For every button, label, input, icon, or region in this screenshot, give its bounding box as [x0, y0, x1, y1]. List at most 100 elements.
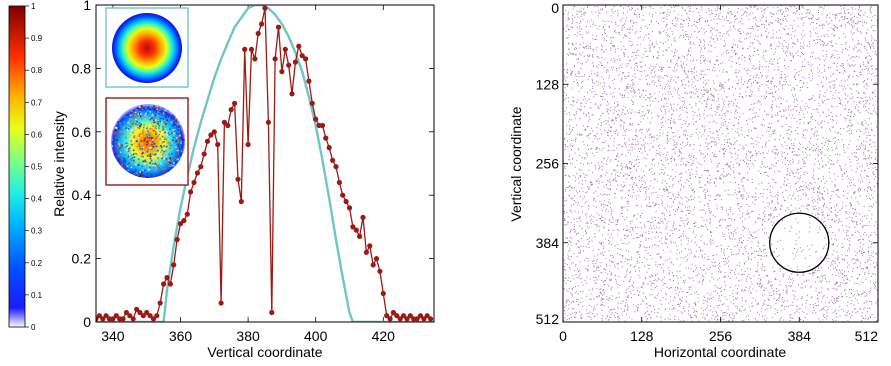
measured-point	[171, 262, 177, 268]
measured-point	[204, 138, 211, 144]
right-xtick-label: 256	[709, 328, 733, 344]
left-xlabel: Vertical coordinate	[207, 344, 322, 360]
measured-point	[377, 268, 383, 274]
measured-point	[164, 275, 170, 281]
right-ylabel: Vertical coordinate	[508, 106, 524, 221]
measured-point	[401, 313, 407, 319]
right-xtick-label: 384	[788, 328, 812, 344]
inset-theory	[105, 7, 189, 88]
measured-point	[417, 313, 424, 319]
measured-point	[248, 46, 255, 53]
measured-point	[397, 316, 403, 322]
measured-point	[221, 119, 227, 125]
left-ytick-label: 0.6	[72, 124, 92, 140]
right-ytick-label: 0	[551, 0, 559, 16]
measured-point	[421, 316, 427, 322]
measured-point	[245, 141, 251, 148]
measured-point	[184, 211, 190, 217]
colorbar-tick-label: 0.8	[31, 66, 43, 75]
measured-point	[330, 157, 336, 163]
measured-point	[235, 176, 241, 182]
right-xlabel: Horizontal coordinate	[654, 344, 787, 360]
measured-point	[100, 316, 106, 322]
measured-point	[144, 309, 150, 316]
measured-point	[215, 141, 221, 148]
measured-point	[150, 316, 157, 322]
left-ytick-label: 0.8	[72, 60, 92, 76]
measured-point	[363, 249, 369, 255]
left-xtick-label: 360	[169, 328, 193, 344]
measured-point	[134, 306, 140, 312]
measured-point	[208, 132, 214, 138]
measured-point	[198, 164, 204, 170]
measured-point	[414, 316, 420, 322]
measured-point	[343, 198, 349, 205]
inset-measured-noise	[111, 104, 185, 178]
measured-point	[242, 46, 248, 53]
colorbar-tick-label: 0	[31, 323, 36, 332]
measured-point	[323, 135, 329, 141]
left-ytick-label: 0.2	[72, 251, 92, 267]
measured-point	[211, 129, 217, 135]
measured-point	[167, 281, 173, 287]
measured-point	[110, 316, 116, 322]
measured-point	[289, 91, 295, 97]
measured-point	[137, 309, 143, 316]
right-xtick-label: 0	[559, 328, 567, 344]
left-ytick-label: 1	[83, 0, 91, 13]
measured-point	[96, 313, 102, 319]
right-ytick-label: 384	[536, 235, 560, 251]
measured-point	[252, 56, 258, 62]
measured-point	[188, 189, 194, 195]
measured-point	[370, 262, 376, 268]
measured-point	[191, 179, 197, 186]
measured-point	[127, 313, 133, 319]
measured-point	[103, 313, 109, 319]
measured-point	[272, 56, 278, 62]
measured-point	[346, 205, 353, 211]
measured-point	[130, 316, 136, 322]
measured-point	[255, 30, 261, 37]
measured-point	[157, 300, 163, 306]
measured-point	[181, 218, 187, 224]
line-plot: 0 0.2 0.4 0.6 0.8 1 340 360 380 400 420 Vertical …	[51, 0, 435, 360]
left-ytick-label: 0	[83, 314, 91, 330]
measured-point	[147, 313, 153, 319]
measured-point	[194, 170, 200, 176]
measured-point	[390, 309, 396, 316]
left-ytick-label: 0.4	[72, 187, 92, 203]
measured-point	[336, 179, 342, 186]
colorbar-tick-label: 0.3	[31, 227, 43, 236]
colorbar-tick-label: 1	[31, 2, 36, 11]
measured-point	[201, 151, 207, 157]
measured-point	[161, 281, 167, 287]
measured-point	[367, 243, 373, 249]
colorbar-tick-label: 0.6	[31, 130, 43, 139]
measured-point	[262, 5, 268, 11]
left-xtick-label: 420	[372, 328, 396, 344]
colorbar-tick-label: 0.9	[31, 34, 43, 43]
measured-point	[299, 53, 305, 59]
measured-point	[360, 214, 366, 220]
measured-point	[275, 24, 282, 30]
measured-point	[424, 313, 430, 319]
left-ylabel: Relative intensity	[51, 111, 67, 217]
measured-point	[225, 122, 231, 129]
right-ytick-label: 256	[536, 156, 560, 172]
inset-measured	[105, 97, 189, 186]
measured-point	[286, 62, 292, 68]
measured-point	[292, 59, 298, 65]
measured-point	[238, 198, 244, 205]
measured-point	[333, 164, 339, 170]
measured-points	[96, 5, 434, 322]
measured-point	[380, 290, 386, 297]
measured-point	[140, 313, 146, 319]
left-axes-box	[95, 4, 435, 323]
measured-point	[340, 192, 346, 198]
measured-point	[303, 56, 309, 62]
measured-point	[279, 69, 285, 75]
colorbar-gradient	[8, 5, 26, 328]
left-xtick-label: 400	[304, 328, 328, 344]
